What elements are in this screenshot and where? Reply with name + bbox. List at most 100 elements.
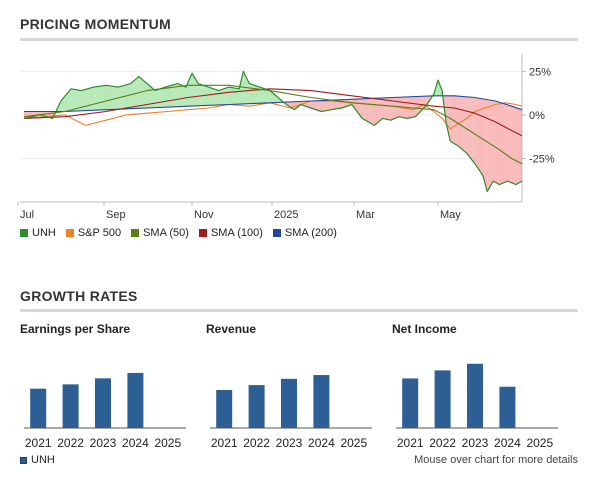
legend-item-sma100[interactable]: SMA (100) (198, 227, 263, 239)
revenue-bar-chart[interactable]: 2021 2022 2023 2024 2025 (206, 336, 376, 450)
gain-fill (58, 101, 61, 112)
bar-2022 (62, 384, 79, 428)
bar-2023 (281, 378, 297, 428)
loss-fill (308, 101, 311, 108)
bar-year-label: 2023 (90, 436, 117, 448)
loss-fill (362, 98, 365, 120)
gain-fill (190, 73, 193, 107)
gain-fill (151, 87, 154, 108)
bar-year-label: 2023 (462, 436, 489, 448)
loss-fill (345, 99, 348, 107)
bar-2021 (402, 378, 419, 428)
gain-fill (124, 84, 127, 109)
gain-fill (108, 85, 111, 110)
gain-fill (69, 88, 72, 112)
sma50-line (23, 84, 523, 165)
loss-fill (411, 96, 414, 118)
x-tick-label: Nov (194, 209, 214, 221)
bar-2024 (313, 375, 330, 428)
gain-fill (271, 92, 275, 103)
bar-year-label: 2024 (122, 436, 149, 448)
gain-fill (128, 83, 131, 109)
legend-item-sp500[interactable]: S&P 500 (65, 227, 121, 239)
pricing-momentum-chart[interactable]: 25% 0% -25% Jul Sep Nov 2025 Mar May (0, 44, 598, 222)
gain-fill (208, 87, 211, 106)
gain-fill (214, 89, 217, 106)
bar-2023 (467, 363, 483, 428)
legend-item-unh[interactable]: UNH (20, 227, 56, 239)
legend-label-unh: UNH (32, 227, 56, 239)
momentum-title: PRICING MOMENTUM (20, 16, 172, 32)
x-tick-label: May (440, 209, 461, 221)
footer-legend: UNH (20, 454, 55, 466)
gain-fill (261, 87, 264, 104)
gain-fill (175, 83, 178, 107)
gain-fill (200, 84, 203, 106)
legend-item-sma200[interactable]: SMA (200) (272, 227, 337, 239)
loss-fill (509, 105, 512, 183)
gain-fill (263, 88, 266, 104)
loss-fill (413, 96, 416, 118)
gain-fill (245, 75, 248, 104)
eps-bar-chart[interactable]: 2021 2022 2023 2024 2025 (20, 336, 190, 450)
gain-fill (165, 86, 168, 108)
gain-fill (194, 76, 197, 106)
gain-fill (192, 73, 195, 107)
loss-fill (464, 96, 467, 154)
loss-fill (329, 100, 332, 111)
loss-fill (481, 98, 484, 176)
legend-label-sma100: SMA (100) (210, 227, 263, 239)
loss-fill (327, 100, 330, 111)
momentum-divider (20, 38, 578, 41)
loss-fill (364, 98, 367, 121)
gain-fill (212, 88, 215, 106)
loss-fill (321, 100, 324, 112)
legend-swatch-unh (20, 229, 28, 237)
footer-swatch (20, 456, 27, 464)
legend-item-sma50[interactable]: SMA (50) (131, 227, 189, 239)
loss-fill (292, 101, 295, 110)
gain-fill (149, 85, 152, 108)
eps-title: Earnings per Share (20, 322, 131, 336)
loss-fill (485, 99, 488, 192)
gain-fill (253, 84, 256, 104)
gain-fill (99, 85, 102, 110)
gain-fill (216, 89, 219, 106)
loss-fill (372, 98, 375, 126)
loss-fill (46, 111, 49, 118)
loss-fill (501, 102, 504, 184)
net-income-bar-chart[interactable]: 2021 2022 2023 2024 2025 (392, 336, 562, 450)
bar-year-label: 2025 (154, 436, 181, 448)
bar-year-label: 2022 (429, 436, 456, 448)
gain-fill (67, 91, 70, 112)
gain-fill (269, 90, 272, 103)
gain-fill (79, 90, 82, 111)
loss-fill (478, 98, 482, 173)
bar-year-label: 2021 (25, 436, 52, 448)
gain-fill (75, 89, 78, 112)
bar-2021 (30, 388, 47, 428)
loss-fill (513, 106, 516, 185)
gain-fill (237, 88, 240, 105)
bar-2021 (216, 389, 233, 428)
bar-year-label: 2025 (526, 436, 553, 448)
gain-fill (112, 86, 115, 110)
gain-fill (89, 87, 92, 111)
growth-divider (20, 309, 578, 312)
gain-fill (233, 87, 236, 105)
bar-year-label: 2023 (276, 436, 303, 448)
loss-fill (517, 108, 520, 184)
revenue-title: Revenue (206, 322, 257, 336)
loss-fill (310, 100, 313, 109)
gain-fill (249, 83, 252, 104)
loss-fill (333, 99, 336, 110)
loss-fill (382, 97, 385, 119)
loss-fill (491, 100, 494, 185)
gain-fill (239, 80, 242, 105)
y-tick-label: 25% (529, 66, 551, 78)
loss-fill (388, 97, 391, 121)
loss-fill (454, 95, 457, 145)
loss-fill (515, 107, 518, 185)
loss-fill (468, 97, 471, 159)
loss-fill (331, 100, 334, 110)
